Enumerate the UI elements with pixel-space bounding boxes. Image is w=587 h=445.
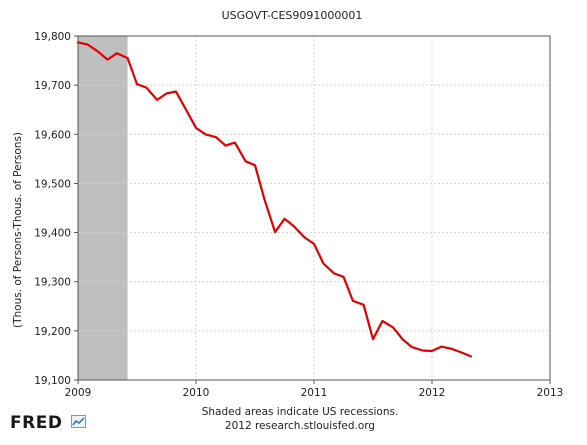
x-tick-label: 2012 (419, 387, 446, 399)
y-tick-label: 19,500 (34, 178, 71, 190)
x-tick-label: 2013 (537, 387, 564, 399)
y-tick-label: 19,800 (34, 31, 71, 43)
y-tick-label: 19,300 (34, 277, 71, 289)
y-tick-label: 19,200 (34, 326, 71, 338)
y-tick-label: 19,700 (34, 80, 71, 92)
y-tick-label: 19,400 (34, 228, 71, 240)
chart-title: USGOVT-CES9091000001 (222, 9, 363, 22)
source-note: 2012 research.stlouisfed.org (225, 420, 375, 432)
series-line (76, 41, 472, 358)
x-tick-label: 2011 (301, 387, 328, 399)
y-tick-label: 19,600 (34, 129, 71, 141)
fred-chart-icon (70, 415, 86, 428)
recession-shade (78, 36, 128, 380)
x-tick-label: 2010 (183, 387, 210, 399)
fred-logo-text: FRED (10, 413, 63, 433)
y-tick-label: 19,100 (34, 375, 71, 387)
x-tick-label: 2009 (65, 387, 92, 399)
fred-logo: FRED (10, 413, 86, 433)
recession-note: Shaded areas indicate US recessions. (202, 406, 399, 418)
y-axis-label: (Thous. of Persons-Thous. of Persons) (12, 132, 24, 328)
